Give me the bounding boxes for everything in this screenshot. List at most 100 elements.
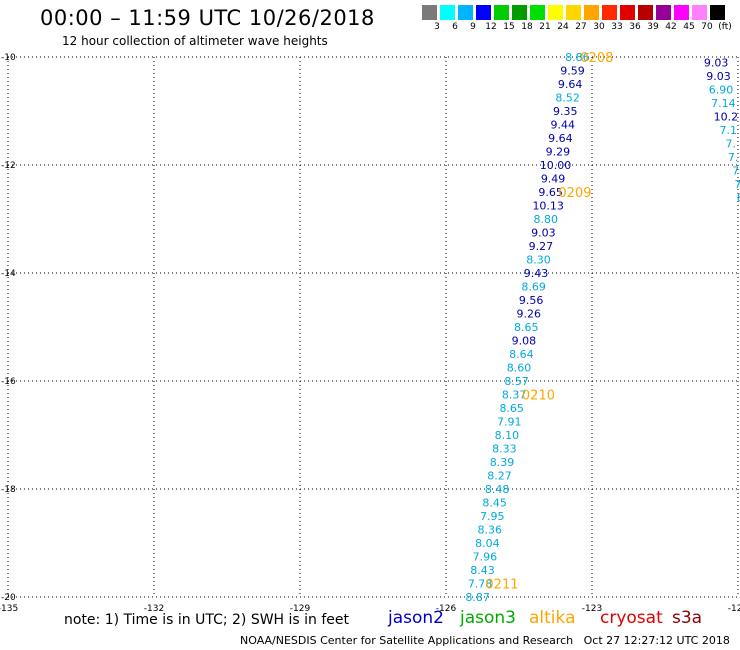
colorbar-label: 3 [434,22,440,32]
colorbar-label: 21 [539,22,551,32]
wave-height-label: 9.49 [541,173,566,186]
lon-label: -132 [144,604,164,614]
footer-center: NOAA/NESDIS Center for Satellite Applica… [240,634,574,647]
wave-height-label: 8.45 [482,497,507,510]
colorbar-swatch [512,5,527,20]
wave-height-label: 9.59 [560,65,585,78]
lon-label: -135 [0,604,18,614]
colorbar-labels: 3 6 9 12 15 18 21 24 27 30 33 36 39 42 45 70 (ft) [422,20,732,34]
wave-height-label: 7 [735,178,740,191]
wave-height-label: 7.91 [497,416,522,429]
footer: NOAA/NESDIS Center for Satellite Applica… [240,634,730,647]
colorbar-label: 39 [647,22,659,32]
wave-height-label: 10.00 [540,159,572,172]
colorbar-swatch [440,5,455,20]
wave-height-label: 8.27 [487,470,512,483]
colorbar-swatch [494,5,509,20]
colorbar-swatch [710,5,725,20]
wave-height-label: 8.64 [509,348,534,361]
wave-height-label: 8.37 [502,389,527,402]
colorbar-label: 33 [611,22,623,32]
wave-height-label: 8.65 [514,321,539,334]
wave-height-label: 7. [728,151,739,164]
lat-label: -20 [1,593,16,603]
pass-time-label: 0210 [522,389,555,404]
wave-height-label: 8.33 [492,443,517,456]
wave-height-label: 10.2 [714,110,739,123]
colorbar-label: 45 [683,22,695,32]
legend-jason3: jason3 [460,608,516,628]
wave-height-label: 8.04 [475,537,500,550]
lon-label: -120 [728,604,740,614]
wave-height-label: 7. [725,137,736,150]
map-title: 00:00 – 11:59 UTC 10/26/2018 [40,6,375,30]
legend-jason2: jason2 [388,608,444,628]
lon-label: -129 [290,604,311,614]
colorbar-swatch [638,5,653,20]
wave-height-label: 8.80 [534,213,559,226]
wave-height-label: 8 [737,191,740,204]
colorbar-swatch [566,5,581,20]
wave-height-label: 8.36 [478,524,503,537]
wave-height-label: 6.90 [709,83,734,96]
wave-height-label: 9.08 [512,335,537,348]
colorbar-swatch [692,5,707,20]
colorbar-swatch [656,5,671,20]
pass-time-label: 0209 [558,186,591,201]
wave-height-label: 9.03 [704,56,729,69]
colorbar-swatch [548,5,563,20]
legend-cryosat: cryosat [600,608,663,628]
wave-height-label: 9.43 [524,267,549,280]
wave-height-label: 9.44 [551,119,576,132]
colorbar-label: 70 [701,22,713,32]
wave-height-label: 9.27 [529,240,554,253]
wave-height-label: 8.87 [465,591,490,604]
colorbar-label: 24 [557,22,569,32]
wave-height-label: 8.86 [565,51,590,64]
map-subtitle: 12 hour collection of altimeter wave hei… [62,34,328,48]
wave-height-label: 8.69 [521,281,546,294]
wave-height-label: 9.35 [553,105,578,118]
wave-height-label: 8.30 [526,254,551,267]
footer-timestamp: Oct 27 12:27:12 UTC 2018 [583,634,730,647]
pass-time-label: 0211 [485,578,518,593]
colorbar-label: 36 [629,22,641,32]
wave-height-label: 8.43 [470,564,495,577]
lon-label: -126 [436,604,457,614]
wave-height-label: 9.65 [538,186,563,199]
colorbar-swatches [422,5,728,20]
wave-height-label: 9.03 [706,70,731,83]
legend-s3a: s3a [672,608,703,628]
wave-height-label: 8.60 [507,362,532,375]
colorbar-swatch [422,5,437,20]
wave-height-label: 9.56 [519,294,544,307]
colorbar-swatch [530,5,545,20]
colorbar-label: 12 [485,22,497,32]
wave-height-label: 8.57 [504,375,529,388]
wave-height-label: 7.1 [720,124,738,137]
wave-height-label: 9.03 [531,227,556,240]
wave-height-label: 7.96 [473,551,498,564]
units-note: note: 1) Time is in UTC; 2) SWH is in fe… [64,612,350,628]
colorbar-swatch [476,5,491,20]
pass-time-label: 0208 [580,51,613,66]
wave-height-label: 7.78 [468,578,493,591]
wave-height-label: 9.64 [558,78,583,91]
colorbar-swatch [584,5,599,20]
colorbar-label: 15 [503,22,515,32]
wave-height-label: 9.29 [546,146,571,159]
colorbar-label: 9 [470,22,476,32]
colorbar-label: (ft) [718,22,732,32]
legend-altika: altika [529,608,576,628]
colorbar-swatch [458,5,473,20]
colorbar-label: 30 [593,22,605,32]
wave-height-label: 8.52 [555,92,580,105]
colorbar-label: 18 [521,22,533,32]
wave-height-label: 8.10 [495,429,520,442]
wave-height-label: 7.14 [711,97,736,110]
colorbar-label: 42 [665,22,677,32]
wave-height-label: 9.26 [516,308,541,321]
wave-height-label: 7.95 [480,510,505,523]
lon-label: -123 [582,604,602,614]
